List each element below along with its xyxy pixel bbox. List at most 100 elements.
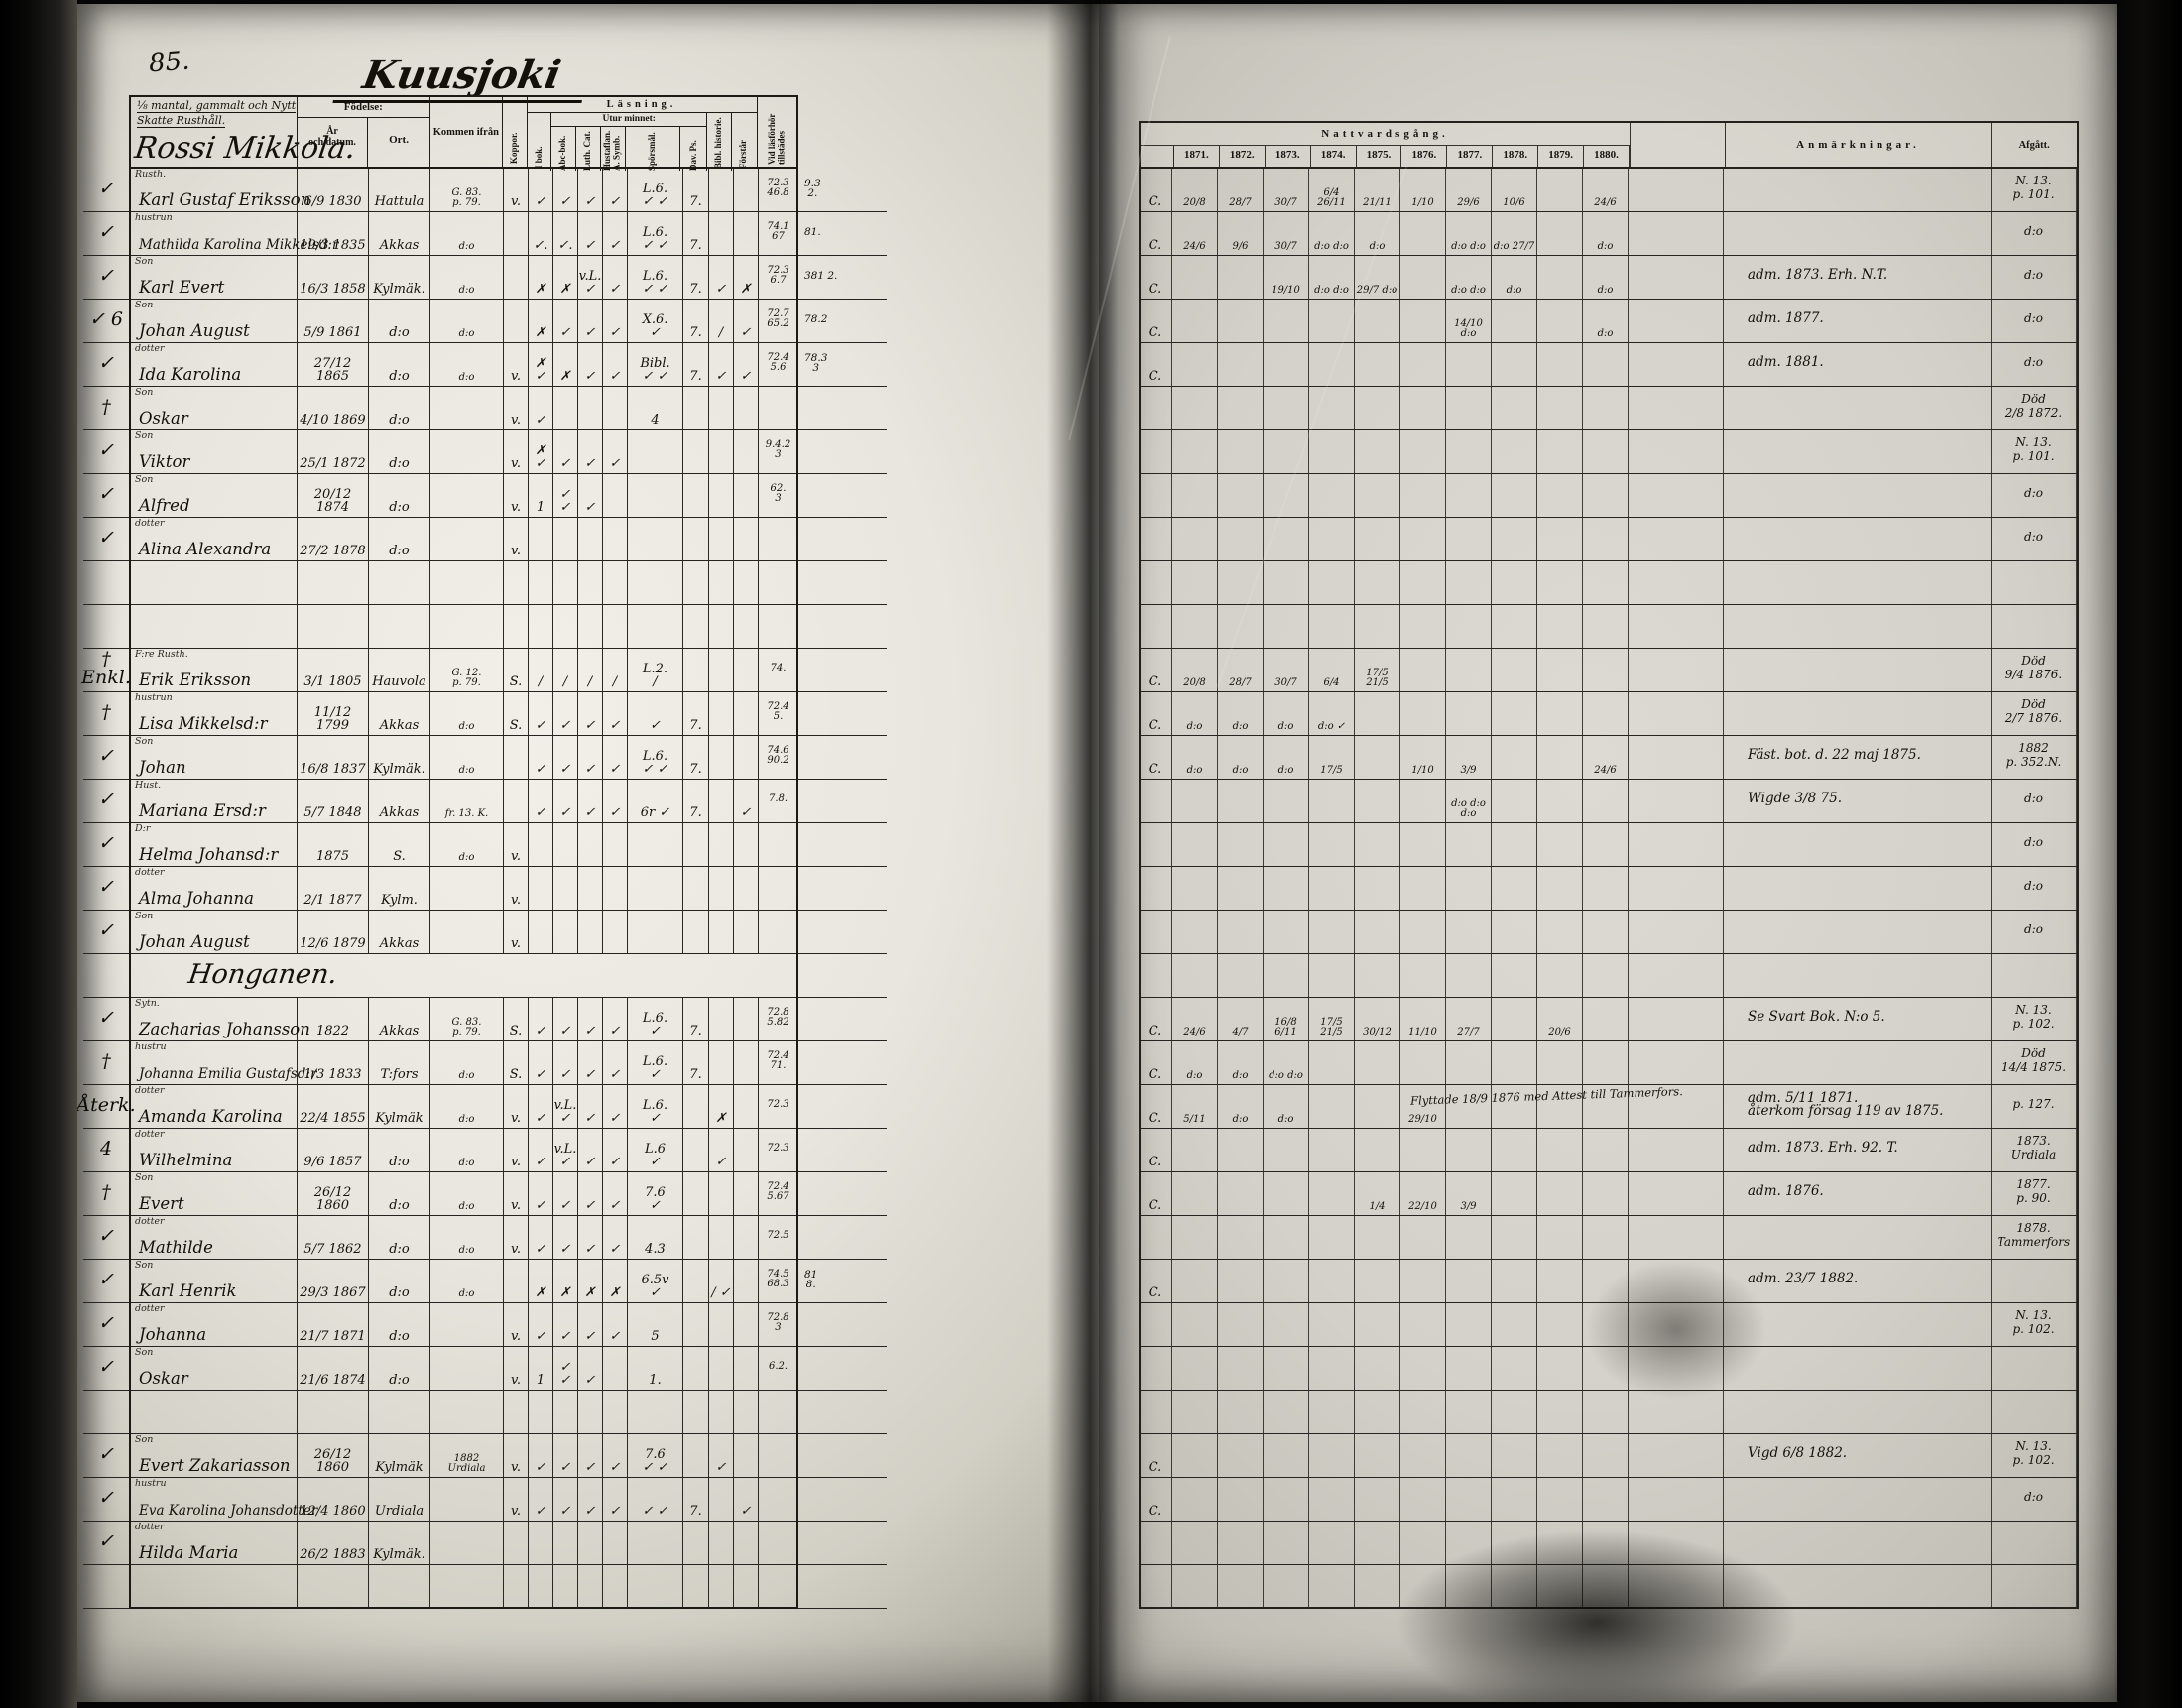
hustaflan-cell: ✓ bbox=[603, 1303, 628, 1346]
communion-year-cell bbox=[1172, 518, 1218, 560]
communion-year-cell bbox=[1264, 1391, 1309, 1433]
relation-label: D:r bbox=[135, 823, 151, 834]
communion-year-cell: 5/11 bbox=[1172, 1085, 1218, 1128]
anmarkning-cell bbox=[1724, 605, 1992, 648]
communion-year-cell bbox=[1309, 430, 1355, 473]
communion-year-cell bbox=[1537, 430, 1583, 473]
kommen-fran-cell bbox=[430, 1303, 504, 1346]
birth-place-cell: Urdiala bbox=[369, 1478, 430, 1521]
communion-year-cell bbox=[1537, 1391, 1583, 1433]
margin-mark: ✓ bbox=[98, 526, 114, 549]
person-name: Karl Gustaf Eriksson bbox=[139, 189, 311, 209]
dav-ps-cell: 7. bbox=[683, 169, 709, 211]
header-spacer-col bbox=[1631, 123, 1726, 167]
sporsmal-cell: ✓ ✓ bbox=[628, 1478, 683, 1521]
hustaflan-cell: ✓ bbox=[603, 692, 628, 735]
kommen-fran-cell bbox=[430, 605, 504, 648]
abc-bok-cell bbox=[553, 911, 578, 953]
communion-year-cell bbox=[1172, 823, 1218, 866]
communion-year-cell bbox=[1446, 1434, 1492, 1477]
communion-year-cell bbox=[1446, 605, 1492, 648]
communion-year-cell bbox=[1264, 387, 1309, 429]
communion-year-cell bbox=[1355, 605, 1400, 648]
communion-year-cell: 28/7 bbox=[1218, 169, 1264, 211]
name-cell: Son Evert Zakariasson bbox=[129, 1434, 298, 1477]
person-name: Johanna Emilia Gustafsd:r bbox=[139, 1065, 317, 1082]
birth-date-cell: 27/2 1878 bbox=[298, 518, 369, 560]
communion-year-cell bbox=[1537, 1216, 1583, 1259]
communion-prefix-cell: C. bbox=[1139, 300, 1172, 342]
communion-year-cell bbox=[1583, 518, 1629, 560]
year-header: 1872. bbox=[1220, 146, 1266, 167]
communion-year-cell bbox=[1400, 1260, 1446, 1302]
anmarkning-cell bbox=[1724, 212, 1992, 255]
communion-year-cell bbox=[1264, 1434, 1309, 1477]
table-row-right bbox=[1139, 954, 2079, 998]
birth-place-cell: Kylmäk. bbox=[369, 256, 430, 299]
anmarkning-cell: adm. 1876. bbox=[1724, 1172, 1992, 1215]
hustaflan-cell: ✓ bbox=[603, 1129, 628, 1171]
communion-year-cell bbox=[1537, 1129, 1583, 1171]
header-dav-ps: Dav. Ps. bbox=[687, 140, 698, 171]
tillstades-cell: 72.4 5.6 bbox=[759, 343, 798, 386]
header-ort: Ort. bbox=[389, 134, 409, 146]
dav-ps-cell bbox=[683, 518, 709, 560]
communion-year-cell bbox=[1446, 954, 1492, 997]
sporsmal-cell bbox=[628, 561, 683, 604]
spacer-cell bbox=[1629, 736, 1724, 779]
header-ar-och-datum: År och datum. bbox=[298, 118, 369, 167]
abc-bok-cell: ✓ bbox=[553, 780, 578, 822]
afgatt-cell: d:o bbox=[1992, 867, 2077, 910]
communion-prefix-cell: C. bbox=[1139, 1478, 1172, 1521]
person-name: Helma Johansd:r bbox=[139, 844, 279, 864]
table-row-left: ✓ Son Johan 16/8 1837 Kylmäk. d:o ✓ ✓ ✓ ✓ L.6. ✓ ✓ 7… bbox=[83, 736, 887, 780]
communion-year-cell bbox=[1492, 1260, 1537, 1302]
bibl-historie-cell bbox=[709, 1303, 734, 1346]
birth-place-cell: Akkas bbox=[369, 212, 430, 255]
kommen-fran-cell: d:o bbox=[430, 1085, 504, 1128]
koppor-cell: v. bbox=[504, 474, 529, 517]
birth-date-cell: 19/3 1835 bbox=[298, 212, 369, 255]
table-row-right: 1878. Tammerfors bbox=[1139, 1216, 2079, 1260]
kommen-fran-cell bbox=[430, 911, 504, 953]
anmarkning-cell bbox=[1724, 1478, 1992, 1521]
anmarkning-cell bbox=[1724, 692, 1992, 735]
page-edge-notes bbox=[798, 692, 876, 735]
communion-prefix-cell: C. bbox=[1139, 649, 1172, 691]
abc-bok-cell: ✓ ✓ bbox=[553, 1347, 578, 1390]
sporsmal-cell: L.6. ✓ bbox=[628, 1041, 683, 1084]
forstar-cell: ✓ bbox=[734, 300, 759, 342]
communion-year-cell: 27/7 bbox=[1446, 998, 1492, 1040]
tillstades-cell: 72.8 5.82 bbox=[759, 998, 798, 1040]
sporsmal-cell bbox=[628, 518, 683, 560]
kommen-fran-cell: G. 12. p. 79. bbox=[430, 649, 504, 691]
sporsmal-cell: 6r ✓ bbox=[628, 780, 683, 822]
communion-year-cell bbox=[1355, 1085, 1400, 1128]
afgatt-cell: d:o bbox=[1992, 212, 2077, 255]
kommen-fran-cell bbox=[430, 1391, 504, 1433]
sporsmal-cell bbox=[628, 474, 683, 517]
year-header: 1877. bbox=[1447, 146, 1494, 167]
sporsmal-cell: 7.6 ✓ ✓ bbox=[628, 1434, 683, 1477]
communion-year-cell bbox=[1492, 430, 1537, 473]
header-nattvardsgang: Nattvardsgång. bbox=[1141, 123, 1630, 146]
communion-year-cell bbox=[1218, 911, 1264, 953]
person-name: Eva Karolina Johansdotter bbox=[139, 1502, 318, 1519]
afgatt-cell: 1873. Urdiala bbox=[1992, 1129, 2077, 1171]
margin-mark: ✓ bbox=[98, 177, 114, 199]
communion-year-cell bbox=[1400, 212, 1446, 255]
afgatt-cell: N. 13. p. 101. bbox=[1992, 169, 2077, 211]
photo-right-edge bbox=[2113, 0, 2182, 1708]
hustaflan-cell: ✓ bbox=[603, 1041, 628, 1084]
communion-year-cell bbox=[1446, 649, 1492, 691]
afgatt-cell: p. 127. bbox=[1992, 1085, 2077, 1128]
sporsmal-cell: L.6. ✓ bbox=[628, 998, 683, 1040]
dav-ps-cell: 7. bbox=[683, 212, 709, 255]
page-edge-notes bbox=[798, 561, 876, 604]
communion-prefix-cell bbox=[1139, 1347, 1172, 1390]
birth-date-cell: 12/6 1879 bbox=[298, 911, 369, 953]
koppor-cell: v. bbox=[504, 1478, 529, 1521]
relation-label: Son bbox=[135, 430, 154, 441]
hustaflan-cell bbox=[603, 1522, 628, 1564]
